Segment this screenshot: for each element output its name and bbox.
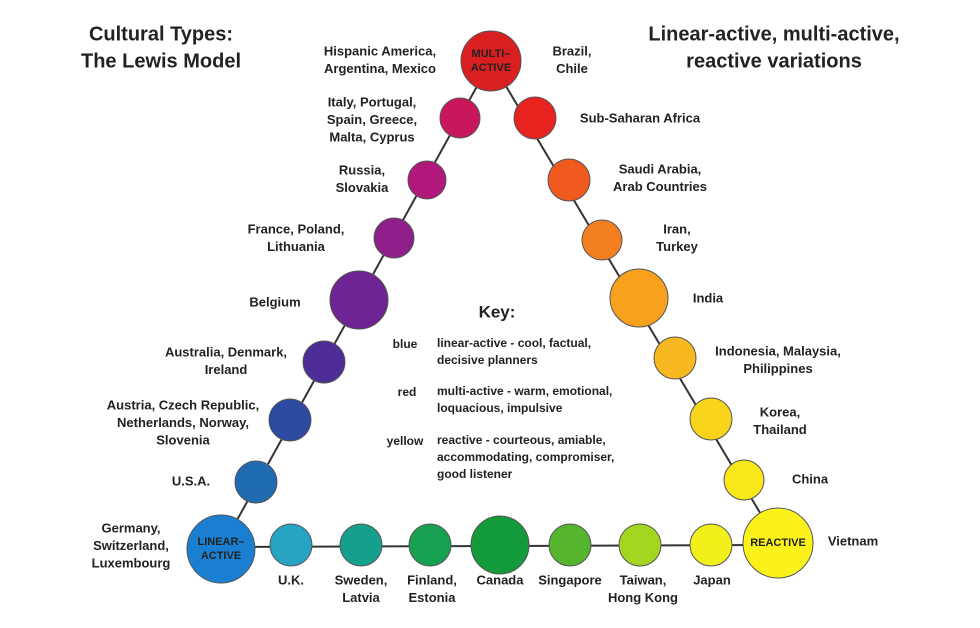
pole-label: LINEAR– [197,536,244,548]
country-label: Japan [693,572,731,587]
country-node [408,523,452,567]
country-label: Russia, [339,162,385,177]
country-node [268,398,312,442]
country-label: Ireland [205,362,248,377]
country-node [689,397,733,441]
key-text: good listener [437,467,513,481]
country-node [470,515,530,575]
country-label: Slovakia [336,180,390,195]
country-label: Germany, [101,520,160,535]
country-label: Canada [477,572,525,587]
country-label: Hong Kong [608,590,678,605]
pole-label: REACTIVE [750,537,806,549]
country-label: France, Poland, [248,221,345,236]
country-label: Finland, [407,572,457,587]
country-label: Philippines [743,361,812,376]
country-label: Chile [556,61,588,76]
country-node [439,97,481,139]
key-text: decisive planners [437,353,538,367]
country-label: Sub-Saharan Africa [580,110,701,125]
key-text: multi-active - warm, emotional, [437,384,612,398]
country-label: U.S.A. [172,473,210,488]
country-node [339,523,383,567]
pole-label: ACTIVE [201,550,241,562]
country-node [689,523,733,567]
key-text: accommodating, compromiser, [437,450,614,464]
key-color: red [398,385,417,399]
country-label: Australia, Denmark, [165,344,287,359]
subtitle: Linear-active, multi-active, [648,23,899,45]
key-color: blue [393,337,418,351]
pole-node [460,30,522,92]
country-label: India [693,290,724,305]
country-label: Spain, Greece, [327,112,417,127]
country-node [547,158,591,202]
country-label: Arab Countries [613,179,707,194]
country-label: Indonesia, Malaysia, [715,343,841,358]
country-label: Iran, [663,221,690,236]
key-title: Key: [479,302,516,321]
country-label: Netherlands, Norway, [117,415,249,430]
country-node [513,96,557,140]
country-label: Sweden, [335,572,388,587]
country-label: Brazil, [552,43,591,58]
country-node [653,336,697,380]
key-text: loquacious, impulsive [437,401,563,415]
pole-label: ACTIVE [471,62,511,74]
country-node [581,219,623,261]
key-color: yellow [387,434,424,448]
country-label: Korea, [760,404,800,419]
country-node [373,217,415,259]
country-label: U.K. [278,572,304,587]
country-label: Switzerland, [93,538,169,553]
country-label: Turkey [656,239,698,254]
country-label: Italy, Portugal, [328,94,417,109]
country-label: Argentina, Mexico [324,61,436,76]
country-label: Saudi Arabia, [619,161,702,176]
key-text: reactive - courteous, amiable, [437,433,606,447]
country-node [329,270,389,330]
title: The Lewis Model [81,50,241,72]
country-node [618,523,662,567]
country-label: Malta, Cyprus [329,129,414,144]
country-label: Latvia [342,590,380,605]
country-label: Slovenia [156,432,210,447]
title: Cultural Types: [89,23,233,45]
pole-node [186,514,256,584]
country-label: Thailand [753,422,807,437]
country-node [269,523,313,567]
country-node [234,460,278,504]
country-label: Singapore [538,572,602,587]
country-node [407,160,447,200]
country-label: China [792,471,829,486]
subtitle: reactive variations [686,50,862,72]
pole-node [742,507,814,579]
country-label: Taiwan, [620,572,667,587]
country-label: Vietnam [828,533,878,548]
country-label: Lithuania [267,239,326,254]
pole-label: MULTI– [472,48,511,60]
country-node [302,340,346,384]
country-node [609,268,669,328]
country-node [548,523,592,567]
country-label: Luxembourg [92,555,171,570]
country-label: Estonia [409,590,457,605]
country-label: Belgium [249,294,300,309]
country-label: Hispanic America, [324,43,436,58]
key-text: linear-active - cool, factual, [437,336,591,350]
country-node [723,459,765,501]
country-label: Austria, Czech Republic, [107,397,259,412]
